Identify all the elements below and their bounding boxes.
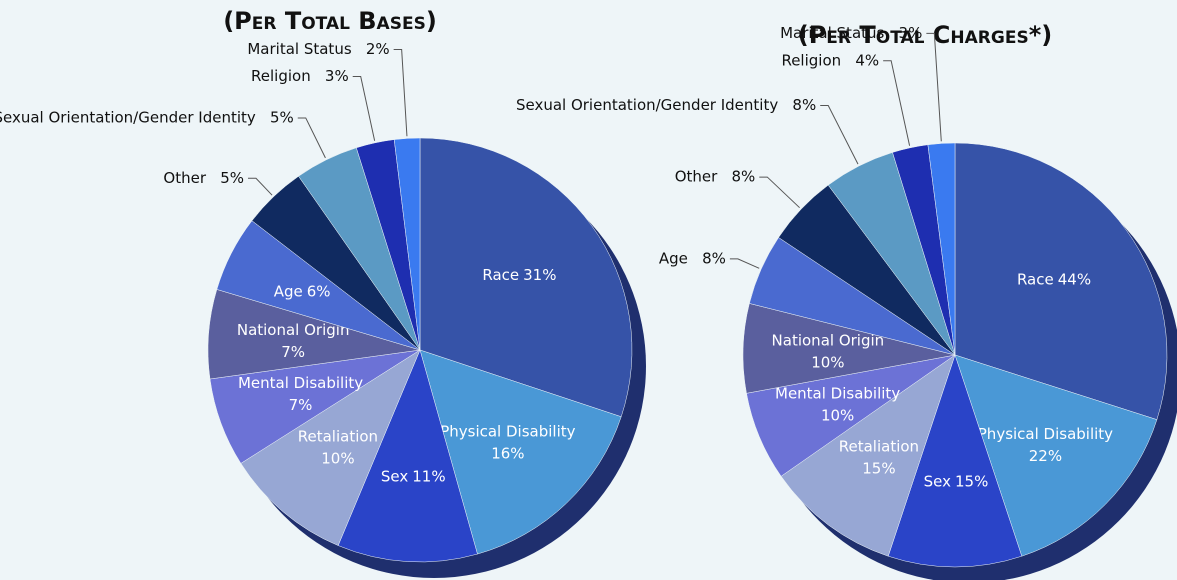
slice-value: 7%	[281, 343, 305, 361]
pie-slice	[780, 354, 956, 557]
slice-label: Age	[274, 283, 303, 301]
pie-slice	[337, 349, 478, 563]
slice-value: 22%	[1029, 447, 1062, 465]
pie-slice	[927, 142, 956, 356]
pie-slice	[887, 354, 1023, 568]
slice-label: Sexual Orientation/Gender Identity	[516, 96, 778, 114]
slice-value: 10%	[811, 353, 844, 371]
chart-title: (Per Total Bases)	[223, 7, 437, 35]
slice-label: Retaliation	[298, 428, 378, 446]
slice-label: Other	[675, 168, 718, 186]
slice-label: National Origin	[772, 331, 885, 349]
slice-value: 15%	[955, 473, 988, 491]
slice-label: Race	[482, 266, 519, 284]
slice-label: Mental Disability	[238, 374, 363, 392]
slice-label: Physical Disability	[978, 425, 1113, 443]
slice-label: Age	[659, 249, 688, 267]
pie-slice	[954, 354, 1158, 557]
slice-label: National Origin	[237, 321, 350, 339]
slice-value: 16%	[491, 444, 524, 462]
chart-title: (Per Total Charges*)	[798, 21, 1052, 49]
leader-line	[926, 32, 942, 142]
slice-label: Religion	[251, 67, 311, 85]
slice-value: 11%	[412, 467, 445, 485]
slice-label: Physical Disability	[440, 422, 575, 440]
slice-label: Race	[1017, 271, 1054, 289]
pie-slice	[393, 137, 421, 351]
leader-line	[820, 105, 859, 165]
slice-label: Mental Disability	[775, 384, 900, 402]
leader-line	[393, 49, 408, 137]
slice-label: Marital Status	[247, 40, 351, 58]
leader-line	[729, 258, 760, 269]
leader-line	[352, 76, 376, 141]
slice-value: 10%	[821, 406, 854, 424]
slice-label: Sex	[924, 473, 951, 491]
pie-slice	[954, 142, 1168, 420]
slice-value: 7%	[289, 396, 313, 414]
slice-value: 31%	[523, 266, 556, 284]
slice-value: 3%	[325, 67, 349, 85]
slice-value: 44%	[1058, 271, 1091, 289]
slice-value: 8%	[702, 249, 726, 267]
slice-label: Retaliation	[839, 437, 919, 455]
slice-value: 2%	[366, 40, 390, 58]
leader-line	[297, 117, 326, 159]
pie-slice	[240, 349, 421, 546]
slice-value: 5%	[270, 108, 294, 126]
slice-value: 5%	[220, 169, 244, 187]
leader-line	[883, 60, 911, 146]
slice-label: Other	[163, 169, 206, 187]
slice-label: Sexual Orientation/Gender Identity	[0, 108, 256, 126]
pie-slice	[419, 137, 633, 418]
leader-line	[759, 176, 800, 209]
slice-label: Sex	[381, 467, 408, 485]
slice-value: 8%	[731, 168, 755, 186]
pie-slice	[419, 349, 622, 555]
slice-label: Marital Status	[780, 24, 884, 42]
slice-value: 4%	[855, 51, 879, 69]
slice-value: 10%	[321, 450, 354, 468]
slice-value: 6%	[307, 283, 331, 301]
slice-value: 8%	[792, 96, 816, 114]
slice-value: 15%	[862, 459, 895, 477]
slice-value: 3%	[899, 24, 923, 42]
slice-label: Religion	[781, 51, 841, 69]
leader-line	[247, 177, 273, 196]
